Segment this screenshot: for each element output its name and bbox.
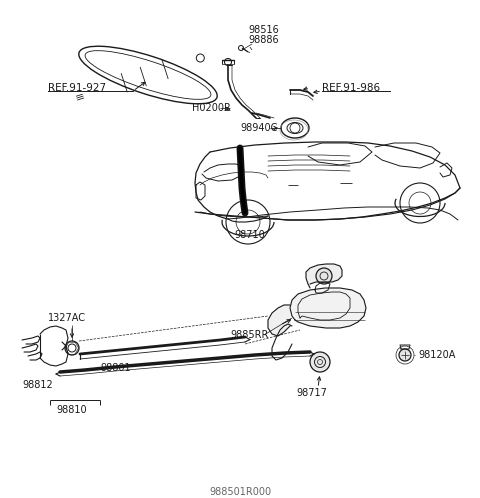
Text: 988501R000: 988501R000 [209,487,271,497]
Text: 98940C: 98940C [240,123,277,133]
Text: 98810: 98810 [57,405,87,415]
Text: 98516: 98516 [248,25,279,35]
Text: 98710: 98710 [235,230,265,240]
Text: 98812: 98812 [22,380,53,390]
Text: REF.91-986: REF.91-986 [322,83,380,93]
Text: 98717: 98717 [297,388,327,398]
Circle shape [310,352,330,372]
Polygon shape [306,264,342,288]
Text: 98120A: 98120A [418,350,456,360]
Text: H0200R: H0200R [192,103,231,113]
Circle shape [316,268,332,284]
Text: 9885RR: 9885RR [230,330,268,340]
Text: REF.91-927: REF.91-927 [48,83,106,93]
Circle shape [399,349,411,361]
Polygon shape [290,288,366,328]
Text: 98801: 98801 [100,363,131,373]
Polygon shape [268,305,290,336]
Text: 98886: 98886 [248,35,278,45]
Text: 1327AC: 1327AC [48,313,86,323]
